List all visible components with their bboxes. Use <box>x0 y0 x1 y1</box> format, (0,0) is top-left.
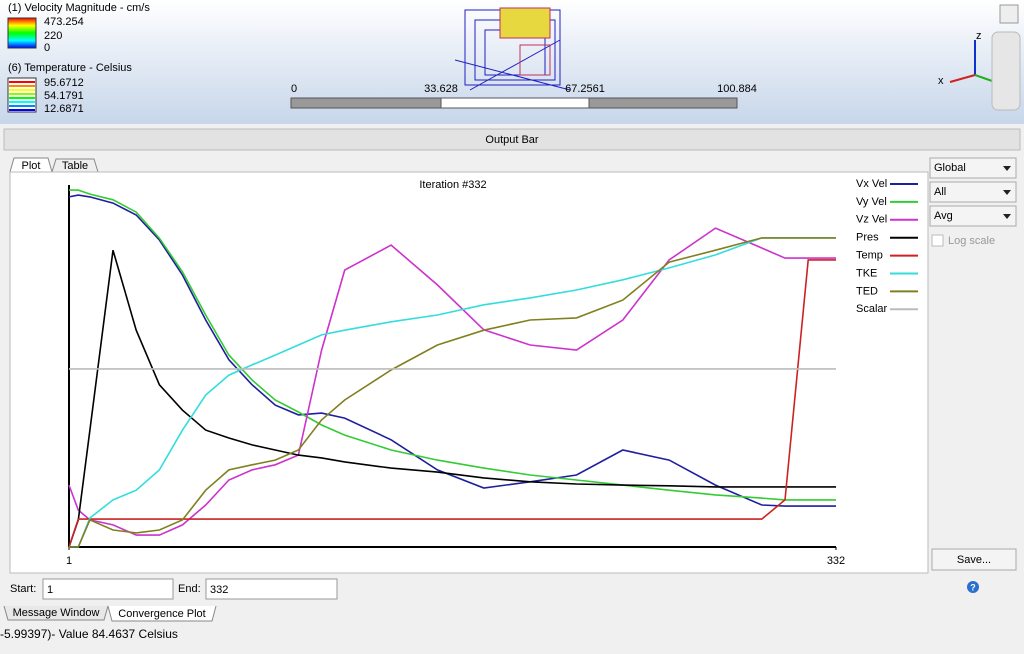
slider-label: 100.884 <box>717 83 757 95</box>
slider-label: 33.628 <box>424 83 458 95</box>
slider-label: 67.2561 <box>565 83 605 95</box>
series-line <box>68 194 836 507</box>
save-label: Save... <box>957 554 991 566</box>
status-text: -5.99397)- Value 84.4637 Celsius <box>0 627 178 641</box>
series-line <box>68 227 836 536</box>
start-value: 1 <box>47 584 53 596</box>
x-tick-label: 1 <box>66 555 72 567</box>
slider-range[interactable] <box>440 97 590 109</box>
series-line <box>69 189 836 501</box>
x-tick-label: 332 <box>827 555 845 567</box>
scale-label: 220 <box>44 30 62 42</box>
color-bar <box>7 17 37 49</box>
scale-title: (6) Temperature - Celsius <box>8 62 132 74</box>
dropdown-value: Avg <box>934 210 953 222</box>
dropdowns <box>929 157 1017 227</box>
triad-label: x <box>938 75 944 87</box>
start-label: Start: <box>10 583 36 595</box>
series-line <box>69 237 836 548</box>
bottom-tab-label: Convergence Plot <box>118 608 205 620</box>
checkbox[interactable] <box>931 234 944 247</box>
model <box>454 7 571 91</box>
checkbox-label: Log scale <box>948 235 995 247</box>
legend-label: Pres <box>856 232 879 244</box>
tab[interactable] <box>9 157 53 173</box>
legend-label: Scalar <box>856 303 888 315</box>
legend-label: Vz Vel <box>856 214 887 226</box>
bottom-tab[interactable] <box>107 605 217 622</box>
start-input[interactable] <box>42 578 174 600</box>
nav-bar[interactable] <box>991 31 1021 111</box>
bottom-tab-label: Message Window <box>13 607 100 619</box>
legend-label: Temp <box>856 250 883 262</box>
plot: 1 332 Vx Vel Vy Vel Vz Vel Pres Temp TKE TED Scal… <box>66 178 918 567</box>
help-label: ? <box>970 582 976 592</box>
dropdown[interactable] <box>929 181 1017 203</box>
scale-label: 12.6871 <box>44 103 84 115</box>
tab[interactable] <box>51 158 99 173</box>
view-cube[interactable] <box>999 4 1019 24</box>
dropdown-value: All <box>934 186 946 198</box>
tab-label: Plot <box>22 160 41 172</box>
series-line <box>68 249 836 548</box>
legend-label: TED <box>856 285 878 297</box>
scale-label: 54.1791 <box>44 90 84 102</box>
scale-title: (1) Velocity Magnitude - cm/s <box>8 2 150 14</box>
output-bar-title: Output Bar <box>485 134 539 146</box>
save-button[interactable] <box>931 548 1017 571</box>
tab-label: Table <box>62 160 88 172</box>
plot-frame <box>9 171 929 574</box>
end-value: 332 <box>210 584 228 596</box>
chart-title: Iteration #332 <box>419 179 486 191</box>
slider-label: 0 <box>291 83 297 95</box>
bottom-tab[interactable] <box>3 605 109 621</box>
output-bar[interactable] <box>3 128 1021 151</box>
dropdown-value: Global <box>934 162 966 174</box>
end-label: End: <box>178 583 201 595</box>
legend-label: Vx Vel <box>856 178 887 190</box>
end-input[interactable] <box>205 578 338 600</box>
scale-label: 0 <box>44 42 50 54</box>
scale-label: 95.6712 <box>44 77 84 89</box>
legend-label: Vy Vel <box>856 196 887 208</box>
scale-label: 473.254 <box>44 16 84 28</box>
series-line <box>68 259 836 548</box>
triad-label: z <box>976 30 982 42</box>
legend-label: TKE <box>856 267 877 279</box>
dropdown[interactable] <box>929 157 1017 179</box>
temp-bar <box>7 77 37 113</box>
help-icon[interactable] <box>967 581 979 593</box>
dropdown[interactable] <box>929 205 1017 227</box>
series-line <box>69 237 836 548</box>
